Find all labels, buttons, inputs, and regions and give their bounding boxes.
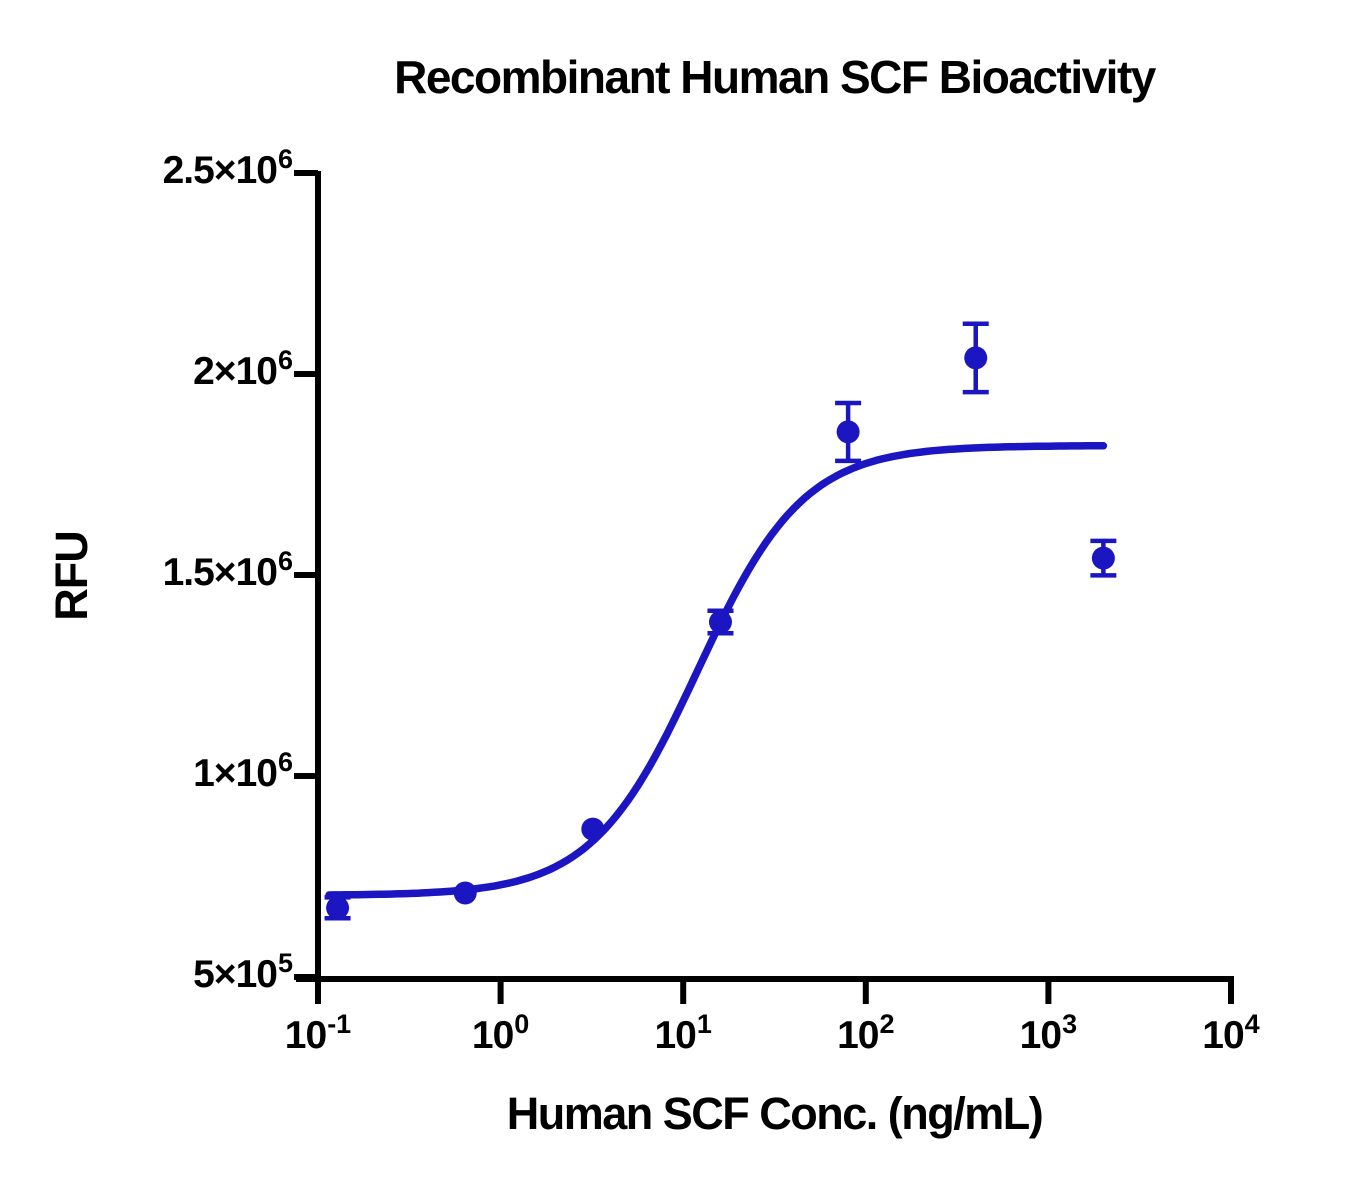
data-point [326,896,350,920]
y-tick-label: 2×106 [193,344,293,393]
y-tick-label: 1.5×106 [162,545,293,594]
y-tick-label: 2.5×106 [162,143,293,192]
data-point [964,346,988,370]
x-tick-label: 101 [654,1009,712,1057]
x-tick-label: 102 [837,1009,895,1057]
data-point [581,817,605,841]
chart-title: Recombinant Human SCF Bioactivity [394,51,1156,103]
data-point [708,610,732,634]
x-axis-title: Human SCF Conc. (ng/mL) [506,1088,1044,1139]
fit-curve [325,442,1108,899]
data-point [836,420,860,444]
x-tick-label: 104 [1202,1009,1260,1057]
y-tick-label: 5×105 [193,947,293,996]
x-tick-label: 103 [1019,1009,1078,1057]
data-point [453,881,477,905]
data-point [1091,546,1115,570]
x-tick-label: 100 [471,1009,530,1057]
x-tick-label: 10-1 [284,1009,352,1057]
y-tick-label: 1×106 [193,746,293,795]
